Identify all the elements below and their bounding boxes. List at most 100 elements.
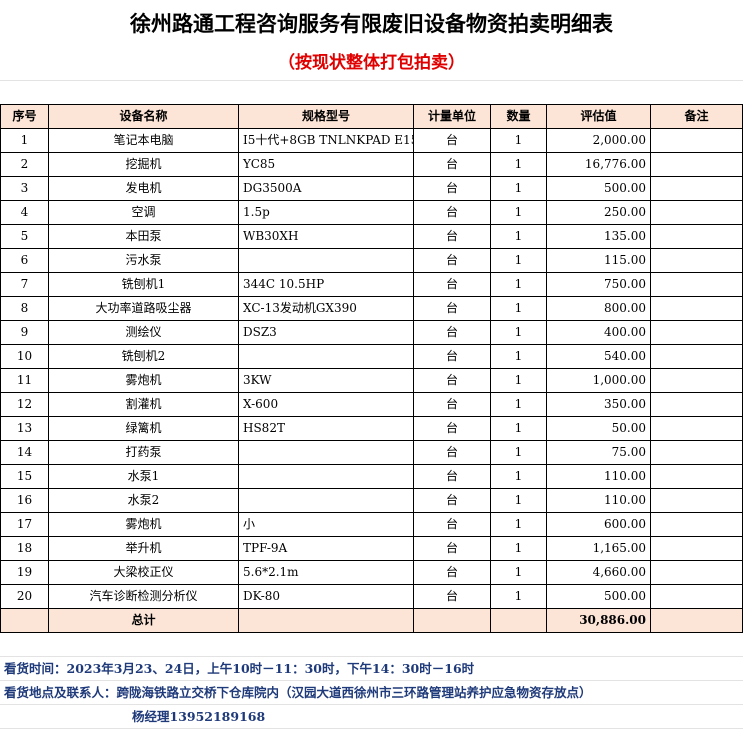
column-header: 序号 <box>0 104 49 129</box>
table-cell: 铣刨机1 <box>48 272 239 297</box>
table-cell: DSZ3 <box>238 320 414 345</box>
table-cell: WB30XH <box>238 224 414 249</box>
table-cell: 台 <box>413 344 491 369</box>
table-cell: 1 <box>490 176 547 201</box>
table-cell: 2 <box>0 152 49 177</box>
table-cell: 台 <box>413 416 491 441</box>
table-cell <box>650 416 743 441</box>
column-header: 设备名称 <box>48 104 239 129</box>
table-cell: 1 <box>490 512 547 537</box>
table-cell: 打药泵 <box>48 440 239 465</box>
table-cell: 6 <box>0 248 49 273</box>
table-cell: 汽车诊断检测分析仪 <box>48 584 239 609</box>
table-cell: 台 <box>413 248 491 273</box>
table-cell: 135.00 <box>546 224 651 249</box>
table-cell: 110.00 <box>546 464 651 489</box>
table-cell: 1 <box>490 440 547 465</box>
table-cell: 12 <box>0 392 49 417</box>
footer-location: 看货地点及联系人：跨陇海铁路立交桥下仓库院内（汉园大道西徐州市三环路管理站养护应… <box>4 685 592 700</box>
subtitle: （按现状整体打包拍卖） <box>0 48 743 80</box>
table-cell: 发电机 <box>48 176 239 201</box>
table-cell: 500.00 <box>546 176 651 201</box>
table-cell: 13 <box>0 416 49 441</box>
table-cell: 台 <box>413 584 491 609</box>
table-cell: 800.00 <box>546 296 651 321</box>
table-cell: 19 <box>0 560 49 585</box>
table-cell: 台 <box>413 560 491 585</box>
table-cell <box>650 344 743 369</box>
footer-time: 看货时间：2023年3月23、24日，上午10时－11：30时，下午14：30时… <box>4 661 475 676</box>
table-cell: X-600 <box>238 392 414 417</box>
table-cell: 3 <box>0 176 49 201</box>
table-cell: 台 <box>413 488 491 513</box>
table-cell: 台 <box>413 128 491 153</box>
table-cell: 9 <box>0 320 49 345</box>
table-cell: 台 <box>413 512 491 537</box>
table-cell <box>650 176 743 201</box>
table-cell: 空调 <box>48 200 239 225</box>
table-cell: 250.00 <box>546 200 651 225</box>
table-cell <box>650 248 743 273</box>
table-cell: 1 <box>490 296 547 321</box>
table-cell: 16,776.00 <box>546 152 651 177</box>
table-cell: 5.6*2.1m <box>238 560 414 585</box>
table-cell: 台 <box>413 392 491 417</box>
table-cell: 1 <box>490 128 547 153</box>
table-cell: 1 <box>490 224 547 249</box>
table-cell: YC85 <box>238 152 414 177</box>
column-header: 备注 <box>650 104 743 129</box>
table-cell: 2,000.00 <box>546 128 651 153</box>
table-cell: 大梁校正仪 <box>48 560 239 585</box>
table-cell: 115.00 <box>546 248 651 273</box>
table-cell: 400.00 <box>546 320 651 345</box>
table-cell: 台 <box>413 272 491 297</box>
table-cell: 水泵2 <box>48 488 239 513</box>
table-cell: 1 <box>490 152 547 177</box>
table-cell: I5十代+8GB TNLNKPAD E15 <box>238 128 414 153</box>
table-cell: 笔记本电脑 <box>48 128 239 153</box>
table-cell: 割灌机 <box>48 392 239 417</box>
table-cell: 挖掘机 <box>48 152 239 177</box>
table-cell: 绿篱机 <box>48 416 239 441</box>
footer-contact: 杨经理13952189168 <box>132 709 266 724</box>
table-cell: 小 <box>238 512 414 537</box>
total-cell <box>490 608 547 633</box>
table-cell: 750.00 <box>546 272 651 297</box>
table-cell <box>650 272 743 297</box>
table-cell: 台 <box>413 200 491 225</box>
table-cell <box>650 152 743 177</box>
table-cell: 1 <box>490 248 547 273</box>
table-cell: 1 <box>490 392 547 417</box>
table-cell: 11 <box>0 368 49 393</box>
table-cell: 18 <box>0 536 49 561</box>
table-cell <box>650 584 743 609</box>
table-cell <box>650 320 743 345</box>
table-cell <box>650 368 743 393</box>
table-cell: TPF-9A <box>238 536 414 561</box>
table-cell: 1,165.00 <box>546 536 651 561</box>
title: 徐州路通工程咨询服务有限废旧设备物资拍卖明细表 <box>0 0 743 48</box>
table-cell: 1 <box>490 560 547 585</box>
table-cell: 14 <box>0 440 49 465</box>
table-cell: 1 <box>490 320 547 345</box>
table-cell <box>238 488 414 513</box>
table-cell: 台 <box>413 152 491 177</box>
total-cell <box>0 608 49 633</box>
table-cell: 台 <box>413 368 491 393</box>
table-cell: 1 <box>490 344 547 369</box>
column-header: 规格型号 <box>238 104 414 129</box>
table-cell <box>650 224 743 249</box>
table-cell: 台 <box>413 536 491 561</box>
table-cell: 10 <box>0 344 49 369</box>
column-header: 计量单位 <box>413 104 491 129</box>
table-cell: 本田泵 <box>48 224 239 249</box>
table-cell: 5 <box>0 224 49 249</box>
table-cell: 1 <box>490 464 547 489</box>
table-cell: 1 <box>490 584 547 609</box>
table-cell: 540.00 <box>546 344 651 369</box>
table-cell <box>650 200 743 225</box>
table-cell: 台 <box>413 440 491 465</box>
table-cell <box>650 536 743 561</box>
table-cell: HS82T <box>238 416 414 441</box>
